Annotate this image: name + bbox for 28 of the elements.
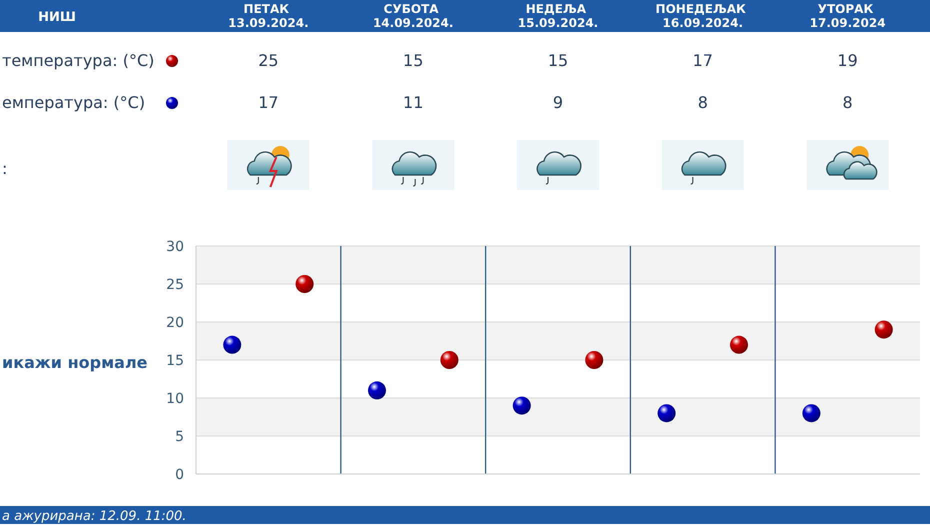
text: СУБОТА 14.09.2024.: [372, 2, 454, 30]
data-label: 17: [692, 51, 713, 70]
text: икажи нормале: [2, 353, 148, 372]
y-tick-label: 15: [166, 352, 184, 369]
data-label: 25: [258, 51, 279, 70]
y-tick-label: 0: [175, 466, 184, 483]
legend-label: температура: (°C): [2, 51, 154, 70]
legend-label: емпература: (°C): [2, 93, 146, 112]
data-label: 15: [403, 51, 424, 70]
text: :: [2, 159, 8, 178]
data-label: 19: [837, 51, 858, 70]
y-tick-label: 5: [175, 428, 184, 445]
data-label: 11: [403, 93, 424, 112]
text: ПОНЕДЕЉАК 16.09.2024.: [656, 2, 750, 30]
text: ПЕТАК 13.09.2024.: [228, 2, 309, 30]
data-label: 8: [842, 93, 853, 112]
y-tick-label: 25: [166, 276, 184, 293]
data-label: 15: [548, 51, 568, 70]
text: а ажурирана: 12.09. 11:00.: [2, 509, 186, 524]
text: УТОРАК 17.09.2024: [810, 2, 886, 30]
y-tick-label: 10: [166, 390, 184, 407]
data-label: 8: [698, 93, 708, 112]
data-label: 9: [552, 93, 564, 112]
y-tick-label: 30: [166, 238, 184, 255]
text: НЕДЕЉА 15.09.2024.: [518, 2, 598, 30]
text: НИШ: [38, 10, 76, 25]
y-tick-label: 20: [166, 314, 184, 331]
data-label: 17: [258, 93, 279, 112]
